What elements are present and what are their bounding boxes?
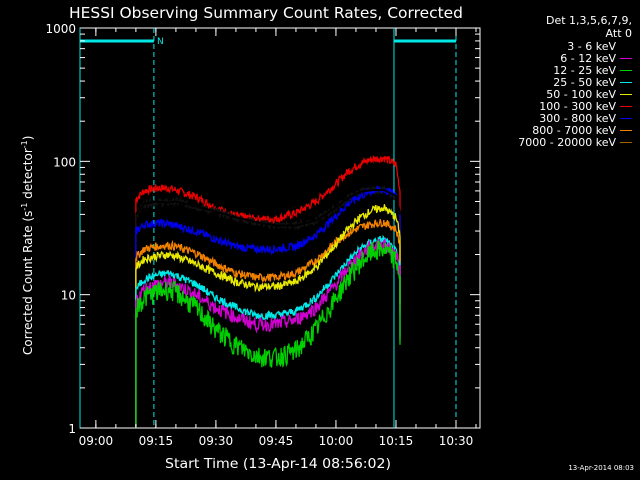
y-axis-label-sup1: -1 xyxy=(20,203,29,211)
legend-item: 800 - 7000 keV xyxy=(470,123,632,137)
legend-item: 25 - 50 keV xyxy=(470,75,632,89)
legend-item: 300 - 800 keV xyxy=(470,111,632,125)
x-tick-label: 09:30 xyxy=(199,434,234,448)
legend-title-1: Det 1,3,5,6,7,9, xyxy=(545,14,632,27)
series-line xyxy=(135,155,401,428)
legend-swatch xyxy=(620,105,632,107)
legend-label: 800 - 7000 keV xyxy=(532,123,616,137)
legend-title-2: Att 0 xyxy=(605,27,632,40)
legend-header: Det 1,3,5,6,7,9, Att 0 xyxy=(486,14,632,40)
flag-label: N xyxy=(157,37,164,47)
series-line xyxy=(135,204,401,428)
legend-swatch xyxy=(620,117,632,119)
series-line xyxy=(135,238,401,428)
legend-label: 7000 - 20000 keV xyxy=(518,135,616,149)
series-line xyxy=(135,234,401,428)
chart-title: HESSI Observing Summary Count Rates, Cor… xyxy=(69,4,463,22)
legend-swatch xyxy=(620,93,632,95)
y-tick-label: 1 xyxy=(68,422,76,436)
series-3-6kev-line xyxy=(135,189,401,227)
legend-item: 100 - 300 keV xyxy=(470,99,632,113)
legend-swatch xyxy=(620,45,632,47)
y-axis-label-end: ) xyxy=(21,136,35,141)
legend-label: 50 - 100 keV xyxy=(546,87,616,101)
legend-swatch xyxy=(620,69,632,71)
legend-swatch xyxy=(620,57,632,59)
legend-swatch xyxy=(620,81,632,83)
x-tick-label: 10:30 xyxy=(439,434,474,448)
x-axis-label: Start Time (13-Apr-14 08:56:02) xyxy=(165,457,391,472)
series-line xyxy=(135,185,401,428)
y-axis-label-sup2: -1 xyxy=(20,140,29,148)
legend-item: 7000 - 20000 keV xyxy=(470,135,632,149)
y-tick-labels: 1 10 100 1000 xyxy=(45,22,76,436)
legend-item: 3 - 6 keV xyxy=(470,39,632,53)
timestamp: 13-Apr-2014 08:03 xyxy=(568,464,634,472)
legend-label: 100 - 300 keV xyxy=(539,99,616,113)
axis-ticks xyxy=(80,28,480,429)
legend-label: 300 - 800 keV xyxy=(539,111,616,125)
y-tick-label: 100 xyxy=(53,155,76,169)
legend-swatch xyxy=(620,141,632,143)
legend-swatch xyxy=(620,129,632,131)
legend-label: 12 - 25 keV xyxy=(553,63,616,77)
legend-label: 6 - 12 keV xyxy=(560,51,616,65)
series-layer xyxy=(135,155,401,428)
legend-item: 6 - 12 keV xyxy=(470,51,632,65)
x-tick-label: 09:45 xyxy=(259,434,294,448)
y-tick-label: 1000 xyxy=(45,22,76,36)
series-line xyxy=(135,219,401,428)
legend-item: 50 - 100 keV xyxy=(470,87,632,101)
legend-label: 3 - 6 keV xyxy=(567,39,616,53)
y-axis-label: Corrected Count Rate (s-1 detector-1) xyxy=(20,136,35,355)
y-axis-label-mid: detector xyxy=(21,148,35,203)
y-axis-label-main: Corrected Count Rate (s xyxy=(21,211,35,355)
legend-label: 25 - 50 keV xyxy=(553,75,616,89)
x-tick-label: 09:00 xyxy=(79,434,114,448)
x-tick-label: 10:15 xyxy=(379,434,414,448)
legend-item: 12 - 25 keV xyxy=(470,63,632,77)
series-line xyxy=(135,240,401,428)
y-tick-label: 10 xyxy=(61,289,76,303)
x-tick-label: 09:15 xyxy=(139,434,174,448)
legend: 3 - 6 keV 6 - 12 keV 12 - 25 keV 25 - 50 ke… xyxy=(470,39,632,149)
x-tick-labels: 09:00 09:15 09:30 09:45 10:00 10:15 10:30 xyxy=(79,434,474,448)
x-tick-label: 10:00 xyxy=(319,434,354,448)
